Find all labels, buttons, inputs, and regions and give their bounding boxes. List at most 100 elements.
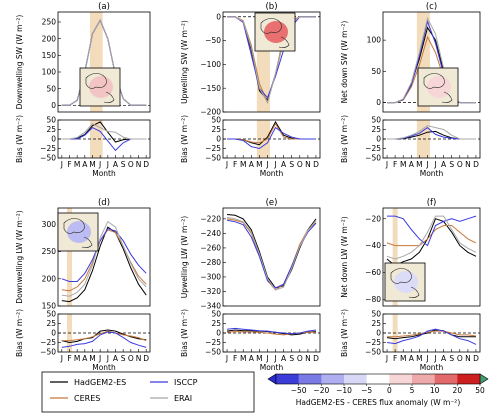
x-tick-label: D [313,160,319,169]
panel-title: (d) [98,198,110,208]
series-line [387,215,477,247]
colorbar-tick-label: −10 [336,386,352,395]
colorbar-segment [412,374,435,384]
series-line [227,16,316,104]
y-tick-label: −280 [200,258,221,267]
y-tick-label: 0 [216,329,221,338]
series-line [386,215,477,260]
y-tick-label: −50 [365,154,381,163]
y-tick-label: −25 [365,338,381,347]
colorbar-segment [298,374,322,384]
series-line [227,126,316,150]
y-tick-label: 200 [42,34,57,43]
axes-frame [382,11,481,113]
series-line [61,19,147,106]
series-line [387,126,476,140]
colorbar-tick-label: 50 [475,386,485,395]
colorbar-tick-label: −20 [313,386,329,395]
y-tick-label: −60 [365,268,381,277]
x-tick-label: J [60,354,63,363]
y-axis-label: Upwelling LW (W m⁻²) [180,216,189,298]
y-tick-label: 300 [42,220,57,229]
x-axis-label: Month [420,363,444,372]
panel-title: (a) [98,2,110,12]
y-tick-label: 0 [51,101,56,110]
x-tick-label: D [473,160,479,169]
x-tick-label: M [256,354,262,363]
x-tick-label: J [225,160,228,169]
y-tick-label: −25 [40,144,56,153]
y-tick-label: 200 [42,274,57,283]
main-axes: 150 200 250 300 [42,207,151,311]
x-tick-label: F [233,160,237,169]
x-axis-label: Month [92,363,116,372]
series-line [226,218,317,291]
panel-e: −340−320−300−280−260−240−220−50−2502550J… [180,198,321,372]
y-tick-label: 50 [371,116,381,125]
x-tick-label: M [74,160,80,169]
x-tick-label: J [225,354,228,363]
x-tick-label: M [416,354,422,363]
series-line [61,123,147,140]
x-tick-label: M [400,354,406,363]
y-tick-label: −25 [205,144,221,153]
axes-frame [222,11,321,113]
x-tick-label: A [113,354,119,363]
x-tick-label: F [233,354,237,363]
series-line [226,327,317,335]
y-tick-label: −25 [365,144,381,153]
arctic-map-inset-b [254,12,296,52]
y-axis-label: Upwelling SW (W m⁻²) [180,20,189,104]
y-tick-label: −50 [205,348,221,357]
series-line [387,330,477,338]
x-tick-label: J [433,354,436,363]
series-line [61,226,147,303]
x-tick-label: J [106,160,109,169]
x-tick-label: O [128,354,134,363]
x-tick-label: J [425,160,428,169]
series-line [61,331,147,348]
y-tick-label: 50 [371,310,381,319]
y-tick-label: −320 [200,287,221,296]
x-tick-label: F [67,354,71,363]
x-tick-label: S [289,354,294,363]
x-tick-label: J [273,354,276,363]
arctic-map-inset-f [384,262,426,302]
x-tick-label: J [98,160,101,169]
axes-frame [57,207,151,307]
colorbar-segment [434,374,458,384]
highlight-band [392,208,398,306]
y-tick-label: 100 [42,68,57,77]
x-tick-label: S [121,354,126,363]
legend-entry: ERAI [174,394,192,403]
series-line [386,218,477,267]
legend: HadGEM2-ES CERES ISCCP ERAI [41,371,255,413]
series-line [61,329,147,344]
arctic-map-inset-c [417,67,459,107]
bias-axis-label: Bias (W m⁻²) [340,309,349,357]
x-tick-label: N [465,354,471,363]
x-tick-label: N [465,160,471,169]
x-tick-label: A [82,354,88,363]
series-line [226,214,317,289]
x-tick-label: A [281,354,287,363]
legend-entry: ISCCP [174,378,198,387]
x-tick-label: J [433,160,436,169]
colorbar-tick-label: 5 [410,386,415,395]
x-tick-label: D [143,160,149,169]
series-line [386,328,477,345]
legend-entry: HadGEM2-ES [74,378,126,387]
y-tick-label: −50 [365,348,381,357]
x-tick-label: J [98,354,101,363]
series-line [61,330,147,342]
x-tick-label: J [385,160,388,169]
x-tick-label: O [297,354,303,363]
